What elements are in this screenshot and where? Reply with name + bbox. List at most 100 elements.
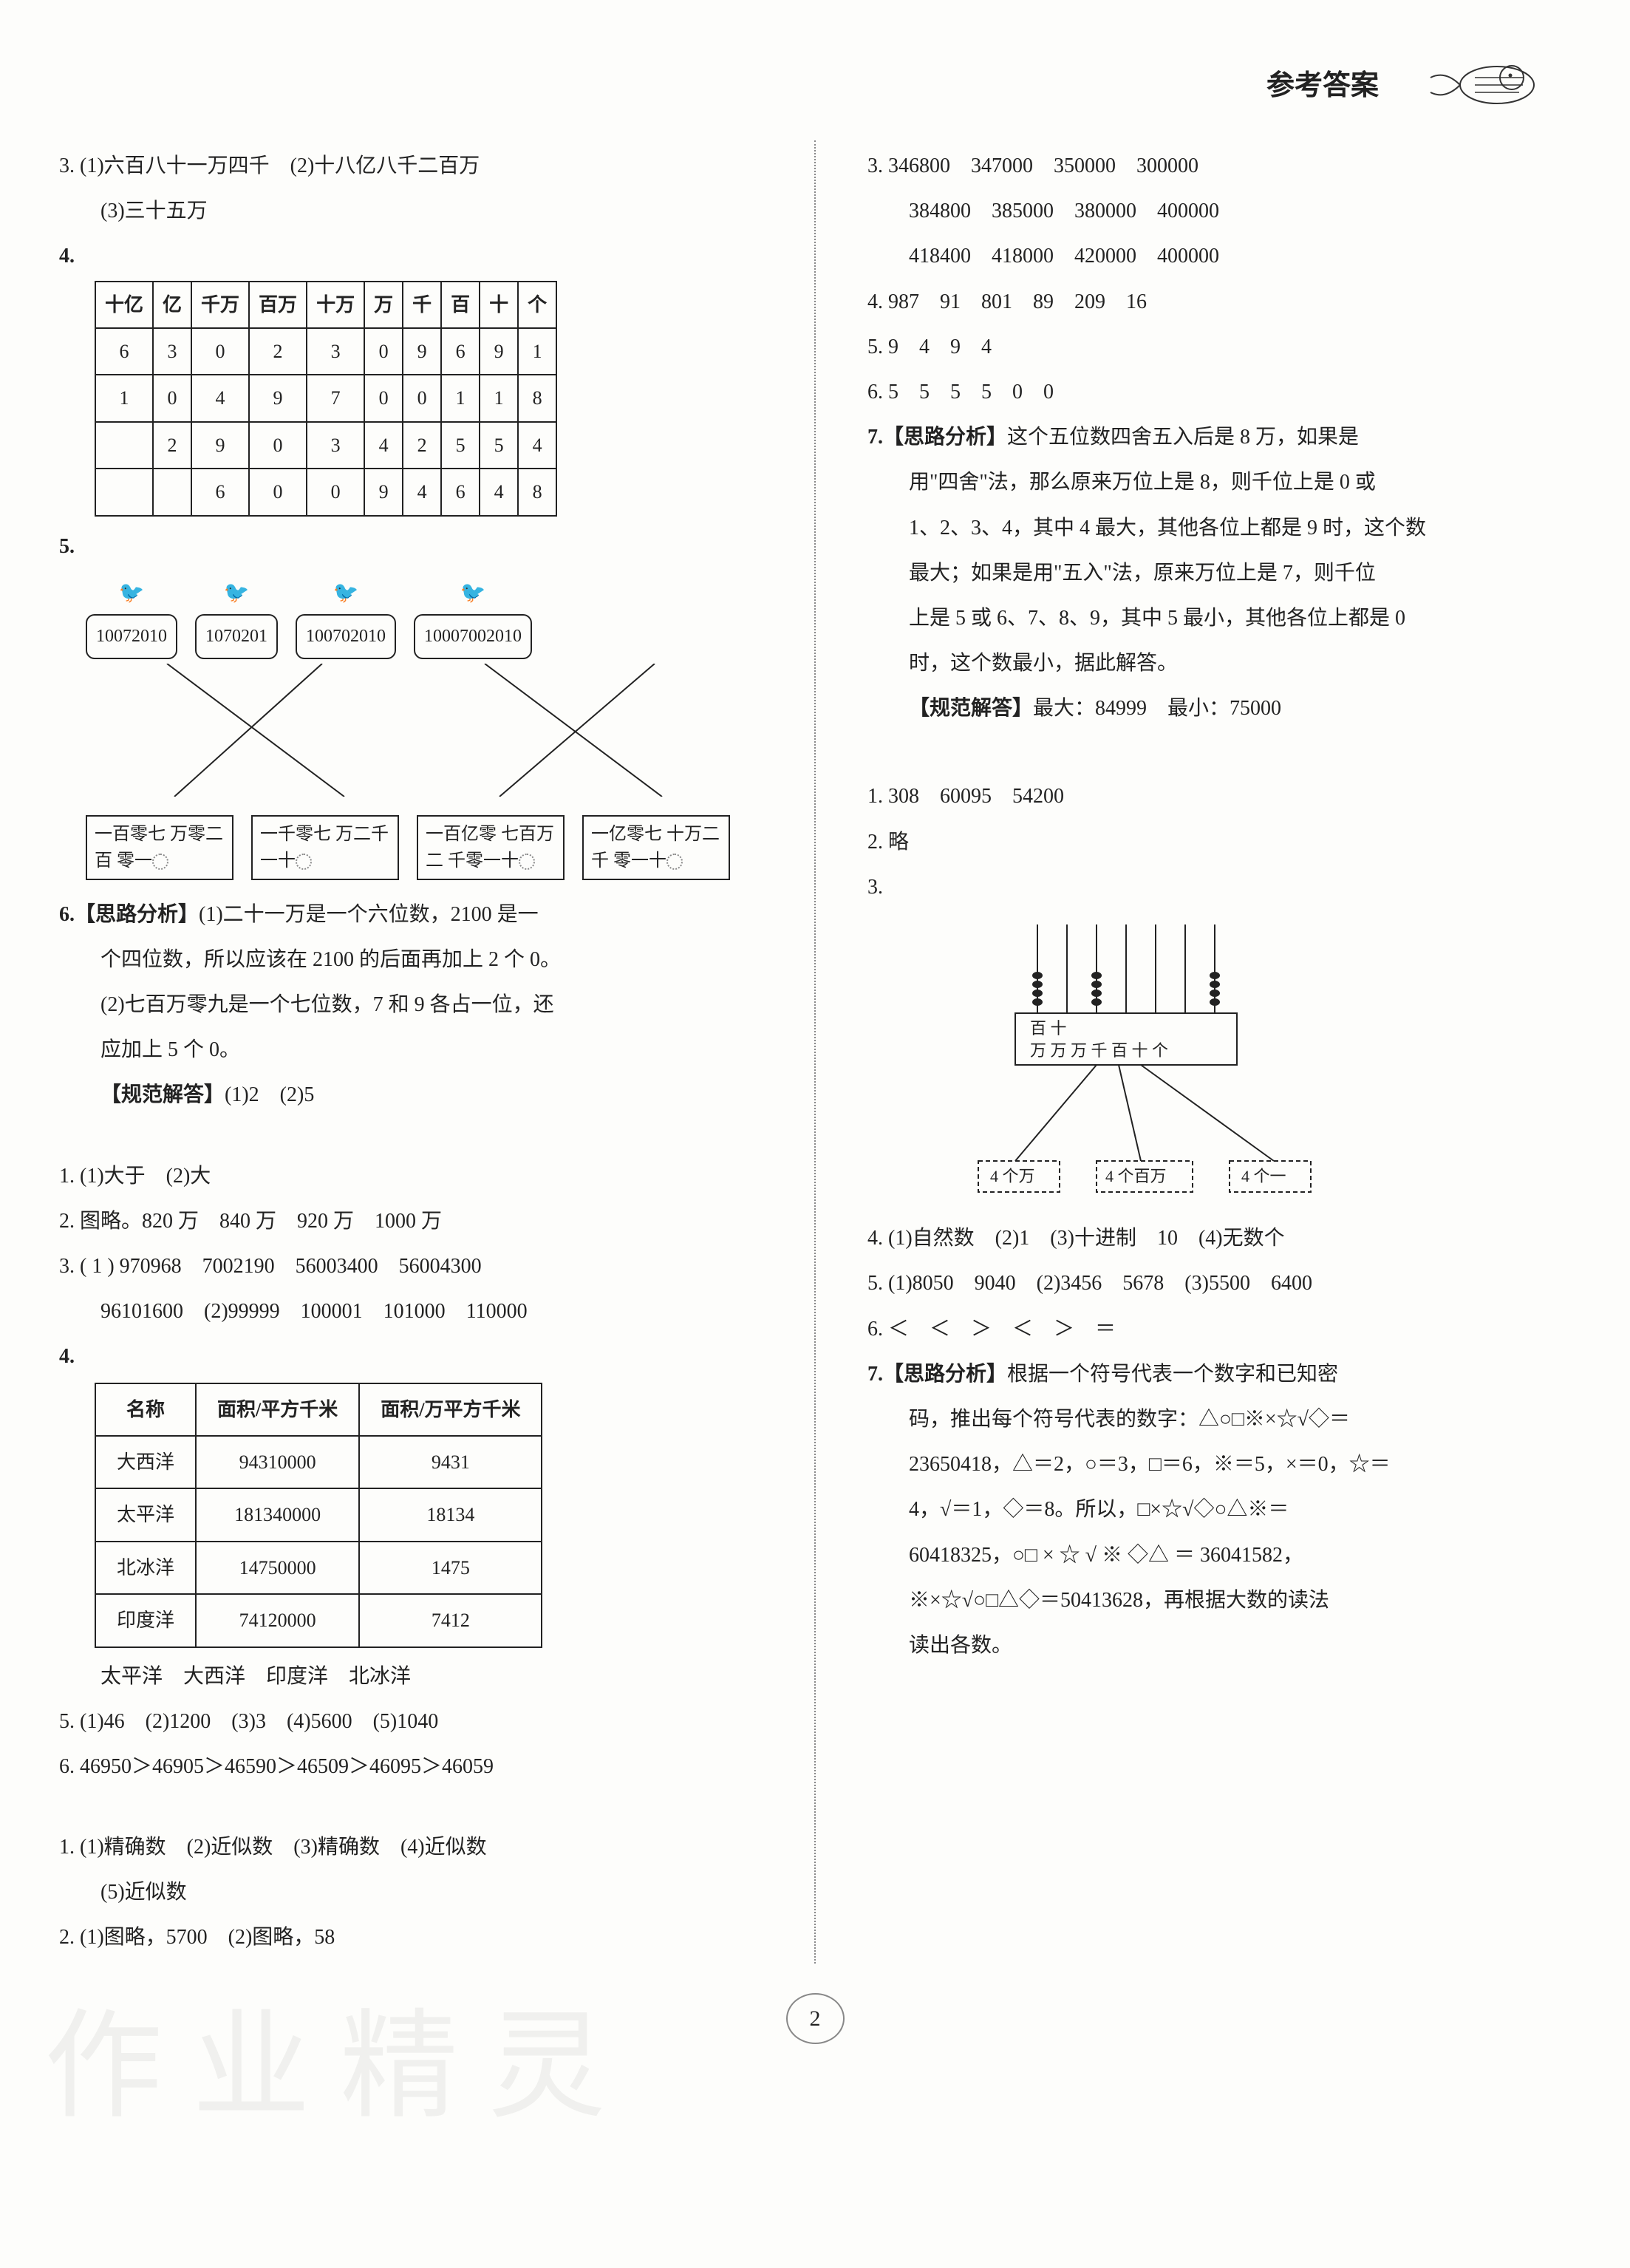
table-row: 北冰洋147500001475: [95, 1542, 542, 1594]
r-sec2-q4: 4. (1)自然数 (2)1 (3)十进制 10 (4)无数个: [867, 1219, 1571, 1258]
sec2-q5: 5. (1)46 (2)1200 (3)3 (4)5600 (5)1040: [59, 1702, 763, 1741]
r-sec2-q1: 1. 308 60095 54200: [867, 777, 1571, 816]
q3-line1: 3. (1)六百八十一万四千 (2)十八亿八千二百万: [59, 146, 763, 185]
q6-t2: 个四位数，所以应该在 2100 的后面再加上 2 个 0。: [59, 940, 763, 979]
page-number-wrap: 2: [59, 1993, 1571, 2044]
table-row: 太平洋18134000018134: [95, 1488, 542, 1541]
sec2-q3b: 96101600 (2)99999 100001 101000 110000: [59, 1292, 763, 1331]
match-num-box: 1070201: [195, 614, 278, 660]
analysis-label: 7.【思路分析】: [867, 1363, 1007, 1386]
dotted-circle-icon: [152, 854, 168, 870]
r-q7-t3: 1、2、3、4，其中 4 最大，其他各位上都是 9 时，这个数: [867, 508, 1571, 548]
q5-wrap: 5. 🐦 10072010 🐦 1070201 🐦 100702010: [59, 527, 763, 880]
analysis-label: 7.【思路分析】: [867, 426, 1007, 449]
r-q3-r2: 384800 385000 380000 400000: [867, 191, 1571, 231]
bird-icon: 🐦: [195, 573, 278, 613]
svg-text:4 个一: 4 个一: [1241, 1167, 1286, 1185]
q3-line2: (3)三十五万: [59, 191, 763, 231]
q6-t3: (2)七百万零九是一个七位数，7 和 9 各占一位，还: [59, 985, 763, 1024]
watermark-text: 作业精灵: [44, 1955, 635, 2179]
q4-wrap: 4. 十亿 亿 千万 百万 十万 万 千 百 十 个 6302309691 10…: [59, 236, 763, 516]
header-title: 参考答案: [1266, 59, 1379, 112]
abacus-svg: 百 十 万 万 万 千 百 十 个 4 个万 4 个百万 4 个一: [949, 917, 1333, 1198]
dotted-circle-icon: [519, 854, 535, 870]
r-s2q7-t5: 60418325，○□ × ☆ √ ※ ◇△ ＝ 36041582，: [867, 1536, 1571, 1575]
r-q6: 6. 5 5 5 5 0 0: [867, 372, 1571, 412]
mascot-icon: [1401, 44, 1549, 132]
q5-num: 5.: [59, 535, 75, 558]
svg-text:万 万 万 千 百 十 个: 万 万 万 千 百 十 个: [1030, 1041, 1168, 1060]
column-divider: [814, 140, 816, 1964]
dotted-circle-icon: [296, 854, 312, 870]
table-row: 6302309691: [95, 328, 556, 375]
match-lines-svg: [86, 664, 751, 797]
sec2-q6: 6. 46950＞46905＞46590＞46509＞46095＞46059: [59, 1747, 763, 1786]
table-row: 印度洋741200007412: [95, 1594, 542, 1646]
sec3-q1a: 1. (1)精确数 (2)近似数 (3)精确数 (4)近似数: [59, 1828, 763, 1867]
r-q7-t2: 用"四舍"法，那么原来万位上是 8，则千位上是 0 或: [867, 463, 1571, 502]
page-header: 参考答案: [59, 44, 1571, 126]
svg-text:4 个万: 4 个万: [990, 1167, 1035, 1185]
r-s2q7-t3: 23650418，△＝2，○＝3，□＝6，※＝5，×＝0，☆＝: [867, 1445, 1571, 1484]
match-text-box: 一百亿零 七百万二 千零一十: [417, 815, 565, 880]
match-text-box: 一亿零七 十万二千 零一十: [582, 815, 730, 880]
area-table: 名称 面积/平方千米 面积/万平方千米 大西洋943100009431 太平洋1…: [95, 1383, 542, 1648]
match-num-box: 100702010: [296, 614, 396, 660]
bird-icon: 🐦: [296, 573, 396, 613]
sec3-q1b: (5)近似数: [59, 1873, 763, 1912]
r-sec2-q5: 5. (1)8050 9040 (2)3456 5678 (3)5500 640…: [867, 1264, 1571, 1303]
sec3-q2: 2. (1)图略，5700 (2)图略，58: [59, 1918, 763, 1957]
sec2-q2: 2. 图略。820 万 840 万 920 万 1000 万: [59, 1202, 763, 1241]
abacus-diagram: 百 十 万 万 万 千 百 十 个 4 个万 4 个百万 4 个一: [949, 917, 1571, 1211]
bird-icon: 🐦: [86, 573, 177, 613]
r-q7-t4: 最大；如果是用"五入"法，原来万位上是 7，则千位: [867, 554, 1571, 593]
r-q3-r1: 3. 346800 347000 350000 300000: [867, 146, 1571, 185]
two-column-layout: 3. (1)六百八十一万四千 (2)十八亿八千二百万 (3)三十五万 4. 十亿…: [59, 140, 1571, 1964]
r-q7-t5: 上是 5 或 6、7、8、9，其中 5 最小，其他各位上都是 0: [867, 599, 1571, 638]
sec2-q3a: 3. ( 1 ) 970968 7002190 56003400 5600430…: [59, 1247, 763, 1286]
svg-text:4 个百万: 4 个百万: [1105, 1167, 1167, 1185]
r-q3-r3: 418400 418000 420000 400000: [867, 236, 1571, 276]
q6-t4: 应加上 5 个 0。: [59, 1030, 763, 1069]
table-row: 名称 面积/平方千米 面积/万平方千米: [95, 1383, 542, 1436]
sec2-q4-wrap: 4. 名称 面积/平方千米 面积/万平方千米 大西洋943100009431 太…: [59, 1337, 763, 1647]
r-sec2-q3-num: 3.: [867, 876, 883, 899]
r-sec2-q2: 2. 略: [867, 823, 1571, 862]
left-column: 3. (1)六百八十一万四千 (2)十八亿八千二百万 (3)三十五万 4. 十亿…: [59, 140, 763, 1964]
svg-text:百 十: 百 十: [1030, 1019, 1067, 1038]
analysis-label: 6.【思路分析】: [59, 903, 199, 926]
r-q7-ans: 【规范解答】最大：84999 最小：75000: [867, 689, 1571, 728]
r-sec2-q7-analysis: 7.【思路分析】根据一个符号代表一个数字和已知密: [867, 1355, 1571, 1394]
r-s2q7-t6: ※×☆√○□△◇＝50413628，再根据大数的读法: [867, 1581, 1571, 1620]
table-row: 60094648: [95, 469, 556, 515]
r-sec2-q6: 6. ＜ ＜ ＞ ＜ ＞ ＝: [867, 1310, 1571, 1349]
match-text-box: 一千零七 万二千 一十: [251, 815, 399, 880]
q4-num: 4.: [59, 245, 75, 268]
r-sec2-q3: 3.: [867, 868, 1571, 1211]
r-q7-analysis: 7.【思路分析】这个五位数四舍五入后是 8 万，如果是: [867, 418, 1571, 457]
r-q4: 4. 987 91 801 89 209 16: [867, 282, 1571, 321]
match-num-box: 10007002010: [414, 614, 532, 660]
match-text-box: 一百零七 万零二百 零一: [86, 815, 233, 880]
answer-label: 【规范解答】: [100, 1083, 225, 1106]
table-row: 290342554: [95, 422, 556, 469]
ocean-order: 太平洋 大西洋 印度洋 北冰洋: [59, 1657, 763, 1696]
r-q5: 5. 9 4 9 4: [867, 327, 1571, 367]
r-q7-t6: 时，这个数最小，据此解答。: [867, 644, 1571, 683]
r-s2q7-t2: 码，推出每个符号代表的数字：△○□※×☆√◇＝: [867, 1400, 1571, 1439]
q6-ans: 【规范解答】(1)2 (2)5: [59, 1075, 763, 1114]
dotted-circle-icon: [666, 854, 683, 870]
match-num-box: 10072010: [86, 614, 177, 660]
page-number: 2: [786, 1993, 845, 2044]
table-row: 十亿 亿 千万 百万 十万 万 千 百 十 个: [95, 282, 556, 328]
bird-icon: 🐦: [414, 573, 532, 613]
sec2-q4-num: 4.: [59, 1345, 75, 1368]
sec2-q1: 1. (1)大于 (2)大: [59, 1157, 763, 1196]
q6-analysis: 6.【思路分析】(1)二十一万是一个六位数，2100 是一: [59, 895, 763, 934]
table-row: 1049700118: [95, 375, 556, 421]
r-s2q7-t4: 4，√＝1，◇＝8。所以，□×☆√◇○△※＝: [867, 1490, 1571, 1529]
match-top-row: 🐦 10072010 🐦 1070201 🐦 100702010 🐦 10007…: [86, 573, 763, 660]
table-row: 大西洋943100009431: [95, 1436, 542, 1488]
r-s2q7-t7: 读出各数。: [867, 1626, 1571, 1665]
place-value-table: 十亿 亿 千万 百万 十万 万 千 百 十 个 6302309691 10497…: [95, 281, 557, 517]
